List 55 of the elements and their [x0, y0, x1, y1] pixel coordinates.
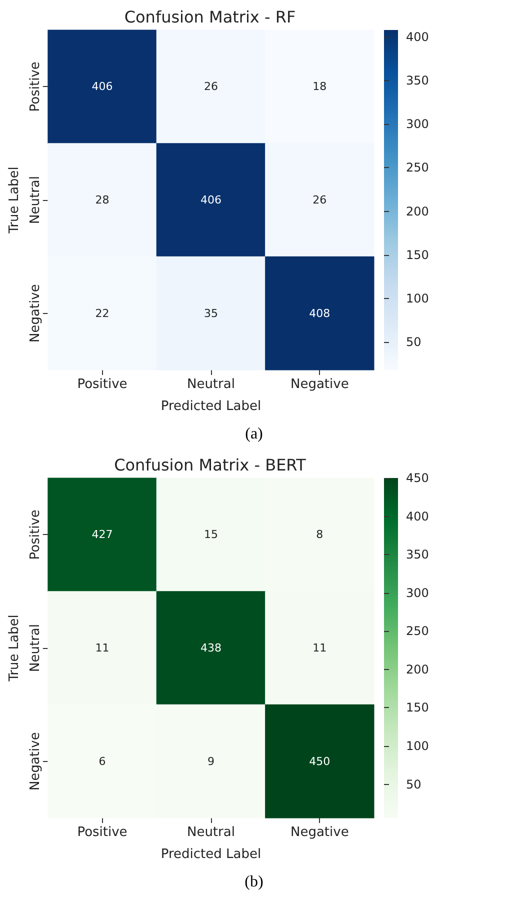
color-bar-label: 300: [406, 586, 429, 600]
data-label: 15: [204, 528, 218, 542]
color-bar-label: 450: [406, 471, 429, 485]
y-tick-label: Negative: [28, 284, 43, 343]
color-bar-label: 250: [406, 624, 429, 638]
color-bar-label: 150: [406, 248, 429, 262]
data-label: 26: [204, 80, 218, 94]
data-label: 6: [98, 754, 106, 768]
data-label: 9: [207, 754, 214, 768]
color-bar-label: 100: [406, 739, 429, 754]
color-bar-label: 250: [406, 160, 429, 175]
color-bar-label: 350: [406, 74, 429, 88]
x-axis-title: Predicted Label: [160, 847, 262, 862]
text: (b): [244, 874, 264, 890]
data-label: 8: [316, 528, 324, 542]
color-bar-label: 350: [406, 548, 429, 562]
data-label: 438: [200, 642, 222, 654]
data-label: 11: [95, 642, 110, 654]
chart-title: Confusion Matrix - BERT: [114, 456, 306, 474]
color-bar-label: 400: [406, 30, 429, 44]
color-bar-label: 150: [406, 700, 429, 715]
y-tick-label: Neutral: [28, 624, 43, 672]
x-tick-label: Neutral: [186, 825, 235, 840]
color-bar-label: 300: [406, 117, 429, 132]
data-label: 406: [200, 194, 222, 206]
color-bar-label: 50: [406, 335, 422, 350]
color-bar-label: 400: [406, 509, 429, 524]
color-bar-label: 50: [406, 777, 422, 792]
x-tick-label: Negative: [290, 825, 349, 840]
y-tick-label: Neutral: [28, 176, 43, 224]
text: (a): [245, 426, 263, 442]
data-label: 11: [312, 642, 327, 654]
x-tick-label: Positive: [77, 825, 128, 840]
x-tick-label: Neutral: [186, 377, 235, 392]
data-label: 450: [309, 754, 330, 768]
x-axis-title: Predicted Label: [160, 399, 262, 414]
data-label: 406: [92, 80, 113, 94]
data-label: 427: [92, 528, 113, 542]
data-label: 35: [204, 306, 218, 320]
color-bar-label: 100: [406, 292, 429, 306]
y-tick-label: Positive: [28, 62, 43, 112]
x-tick-label: Negative: [290, 377, 349, 392]
x-tick-label: Positive: [77, 377, 128, 392]
color-bar-label: 200: [406, 204, 429, 218]
y-axis-title: True Label: [7, 166, 22, 234]
data-label: 18: [312, 80, 327, 94]
y-axis-title: True Label: [7, 614, 22, 682]
data-label: 26: [312, 194, 327, 206]
data-label: 22: [95, 306, 110, 320]
data-label: 408: [309, 306, 330, 320]
y-tick-label: Negative: [28, 732, 43, 791]
data-label: 28: [95, 194, 110, 206]
y-tick-label: Positive: [28, 510, 43, 560]
chart-title: Confusion Matrix - RF: [124, 8, 296, 26]
color-bar-label: 200: [406, 662, 429, 676]
